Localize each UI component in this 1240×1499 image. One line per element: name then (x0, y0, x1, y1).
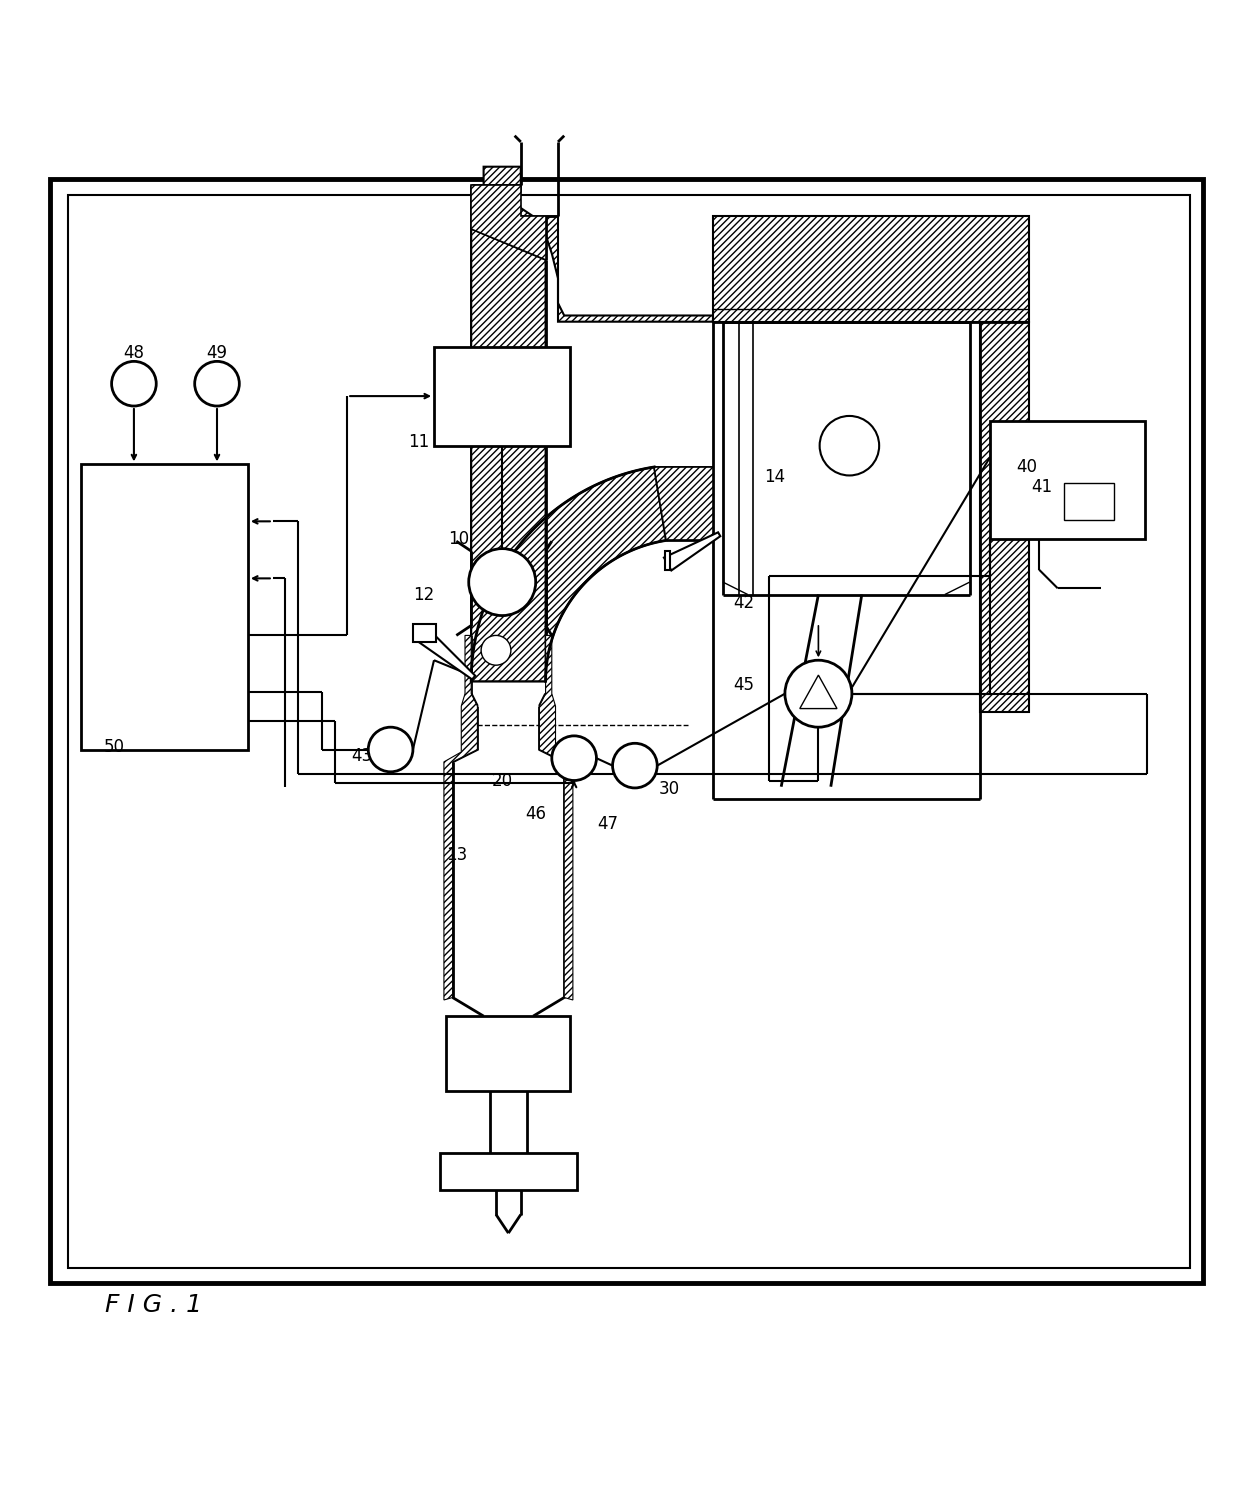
Text: 49: 49 (207, 343, 227, 361)
Polygon shape (655, 468, 713, 541)
Polygon shape (471, 229, 546, 682)
Bar (434, 346, 570, 445)
Text: 40: 40 (1017, 457, 1037, 475)
Text: 44: 44 (794, 676, 813, 694)
Polygon shape (713, 216, 1029, 322)
Circle shape (785, 660, 852, 727)
Text: 30: 30 (658, 779, 681, 797)
Polygon shape (663, 532, 720, 571)
Bar (50, 178, 1203, 1283)
Polygon shape (419, 630, 475, 679)
Circle shape (820, 415, 879, 475)
Circle shape (112, 361, 156, 406)
Polygon shape (413, 624, 435, 642)
Bar (1064, 483, 1114, 520)
Circle shape (481, 636, 511, 666)
Polygon shape (665, 552, 670, 571)
Text: 46: 46 (526, 805, 546, 823)
Bar (990, 421, 1145, 538)
Text: F I G . 1: F I G . 1 (105, 1294, 202, 1318)
Text: 11: 11 (408, 433, 430, 451)
Circle shape (613, 744, 657, 788)
Circle shape (552, 736, 596, 781)
Text: 42: 42 (733, 594, 755, 612)
Text: 50: 50 (104, 738, 124, 755)
Text: 43: 43 (351, 747, 373, 764)
Text: 45: 45 (734, 676, 754, 694)
Polygon shape (484, 166, 713, 322)
Bar (446, 1016, 570, 1090)
Polygon shape (800, 675, 837, 709)
Circle shape (469, 549, 536, 616)
Polygon shape (539, 636, 573, 1000)
Text: 41: 41 (1030, 478, 1053, 496)
Bar (68, 195, 1190, 1268)
Polygon shape (471, 186, 546, 259)
Text: 47: 47 (598, 815, 618, 833)
Circle shape (195, 361, 239, 406)
Polygon shape (471, 468, 666, 682)
Text: 14: 14 (764, 468, 786, 486)
Text: 20: 20 (491, 772, 513, 790)
Circle shape (368, 727, 413, 772)
Text: 48: 48 (124, 343, 144, 361)
Text: 13: 13 (445, 845, 467, 863)
Bar (440, 1153, 577, 1190)
Bar (81, 465, 248, 750)
Polygon shape (444, 636, 477, 1000)
Polygon shape (980, 322, 1029, 712)
Text: 10: 10 (448, 529, 470, 547)
Text: 12: 12 (413, 586, 435, 604)
